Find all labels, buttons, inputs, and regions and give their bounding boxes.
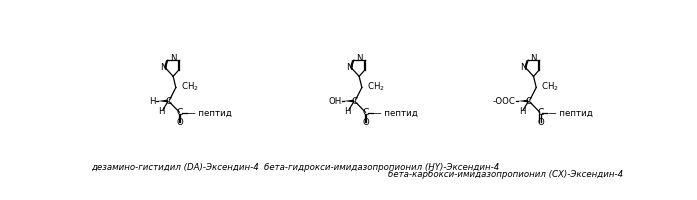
Text: O: O [537, 118, 544, 127]
Text: дезамино-гистидил (DA)-Эксендин-4: дезамино-гистидил (DA)-Эксендин-4 [91, 163, 259, 172]
Text: H: H [158, 107, 164, 116]
Text: — пептид: — пептид [548, 108, 592, 117]
Polygon shape [158, 100, 168, 102]
Text: C: C [537, 108, 544, 117]
Text: -OOC: -OOC [493, 97, 516, 106]
Text: N: N [160, 63, 167, 72]
Text: C: C [351, 97, 358, 106]
Text: H: H [344, 107, 351, 116]
Text: — пептид: — пептид [187, 108, 232, 117]
Text: C: C [165, 97, 171, 106]
Text: N: N [346, 63, 352, 72]
Text: O: O [177, 118, 183, 127]
Text: O: O [362, 118, 369, 127]
Text: H: H [149, 97, 155, 106]
Text: CH$_2$: CH$_2$ [181, 81, 199, 93]
Text: N: N [170, 54, 176, 63]
Text: OH: OH [328, 97, 342, 106]
Text: C: C [177, 108, 183, 117]
Text: бета-гидрокси-имидазопропионил (HY)-Эксендин-4: бета-гидрокси-имидазопропионил (HY)-Эксе… [264, 163, 499, 172]
Text: C: C [526, 97, 532, 106]
Text: N: N [356, 54, 362, 63]
Text: — пептид: — пептид [374, 108, 418, 117]
Polygon shape [518, 100, 528, 102]
Text: N: N [530, 54, 537, 63]
Text: бета-карбокси-имидазопропионил (CX)-Эксендин-4: бета-карбокси-имидазопропионил (CX)-Эксе… [388, 170, 623, 179]
Text: H: H [519, 107, 525, 116]
Text: N: N [520, 63, 527, 72]
Text: CH$_2$: CH$_2$ [367, 81, 384, 93]
Polygon shape [344, 100, 353, 102]
Text: CH$_2$: CH$_2$ [541, 81, 559, 93]
Text: C: C [363, 108, 369, 117]
